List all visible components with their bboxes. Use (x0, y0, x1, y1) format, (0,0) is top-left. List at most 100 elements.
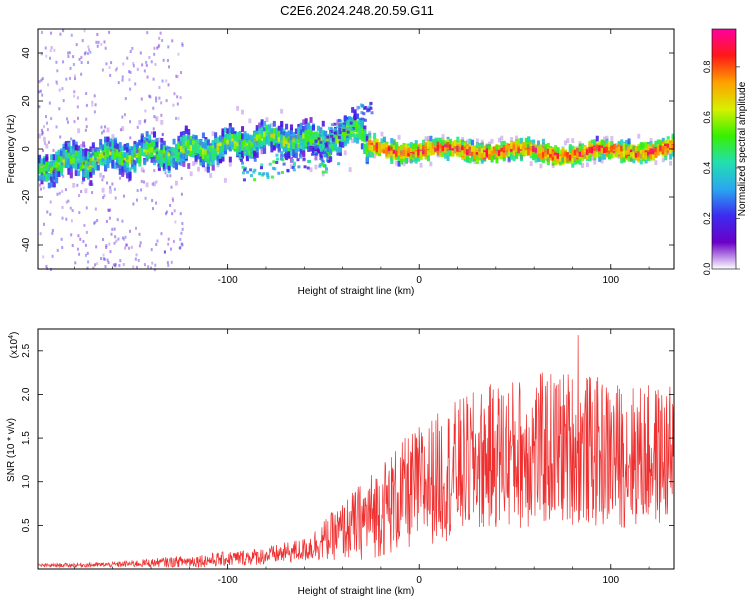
spectrogram-cell (395, 150, 399, 157)
spectrogram-cell (228, 141, 232, 148)
spectrogram-cell (48, 165, 51, 169)
spectrogram-cell (146, 151, 149, 155)
spectrogram-cell (590, 147, 594, 154)
spectrogram-cell (480, 142, 484, 149)
spectrogram-cell (327, 153, 331, 157)
spectrogram-cell (448, 150, 452, 157)
spectrogram-cell (128, 171, 132, 178)
spectrogram-cell (358, 127, 362, 134)
spectrogram-cell (495, 153, 499, 159)
spectrogram-cell (429, 148, 433, 155)
spectrogram-cell (369, 101, 373, 105)
spectrogram-cell (167, 242, 170, 246)
spectrogram-cell (671, 144, 675, 151)
spectrogram-cell (317, 137, 321, 141)
spectrogram-cell (294, 143, 298, 149)
spectrogram-cell (603, 140, 607, 147)
spectrogram-cell (130, 146, 134, 153)
spectrogram-cell (537, 140, 540, 146)
spectrogram-cell (266, 174, 270, 178)
spectrogram-cell (154, 155, 157, 159)
spectrogram-cell (50, 117, 53, 121)
spectrogram-cell (311, 143, 315, 148)
spectrogram-cell (40, 158, 44, 165)
spectrogram-cell (280, 151, 284, 157)
spectrogram-cell (461, 136, 465, 142)
spectrogram-cell (128, 148, 132, 155)
spectrogram-cell (250, 143, 254, 149)
spectrogram-cell (397, 147, 401, 154)
spectrogram-cell (52, 182, 56, 188)
spectrogram-cell (625, 147, 629, 154)
spectrogram-cell (104, 143, 108, 149)
spectrogram-cell (129, 49, 132, 53)
spectrogram-cell (302, 151, 306, 158)
spectrogram-cell (446, 138, 450, 145)
spectrogram-cell (197, 153, 201, 160)
spectrogram-cell (148, 153, 152, 159)
spectrogram-cell (160, 113, 163, 117)
spectrogram-cell (669, 160, 673, 166)
spectrogram-cell (316, 149, 320, 153)
spectrogram-cell (113, 147, 117, 153)
spectrogram-cell (629, 152, 634, 158)
spectrogram-cell (102, 257, 105, 261)
spectrogram-cell (380, 143, 384, 150)
spectrogram-cell (259, 166, 263, 170)
spectrogram-cell (243, 146, 247, 153)
spectrogram-cell (319, 150, 323, 157)
spectrogram-cell (156, 239, 159, 243)
spectrogram-cell (654, 140, 658, 147)
spectrogram-cell (434, 146, 438, 152)
spectrogram-cell (238, 146, 242, 152)
spectrogram-cell (647, 144, 651, 150)
spectrogram-cell (158, 36, 161, 40)
spectrogram-cell (404, 157, 408, 164)
spectrogram-cell (615, 146, 619, 153)
spectrogram-cell (436, 152, 440, 158)
spectrogram-cell (404, 150, 408, 157)
spectrogram-cell (356, 113, 360, 120)
spectrogram-cell (106, 136, 110, 143)
spectrogram-cell (260, 122, 264, 129)
spectrogram-cell (182, 142, 186, 149)
spectrogram-cell (38, 160, 42, 167)
spectrogram-cell (243, 140, 247, 146)
spectrogram-cell (463, 142, 467, 148)
spectrogram-cell (529, 161, 533, 166)
spectrogram-cell (593, 139, 597, 146)
spectrogram-cell (327, 159, 331, 163)
spectrogram-cell (221, 138, 225, 143)
spectrogram-cell (280, 121, 284, 127)
spectrogram-cell (642, 142, 646, 149)
spectrogram-cell (214, 138, 218, 145)
spectrogram-cell (151, 182, 154, 186)
spectrogram-cell (181, 43, 184, 47)
spectrogram-cell (373, 141, 377, 148)
spectrogram-cell (82, 141, 85, 147)
spectrogram-cell (439, 142, 443, 149)
spectrogram-cell (297, 134, 301, 140)
spectrogram-cell (294, 138, 298, 145)
spectrogram-cell (331, 138, 335, 142)
spectrogram-cell (55, 125, 58, 129)
spectrogram-cell (603, 153, 607, 160)
y-tick-label: -20 (21, 189, 32, 204)
spectrogram-cell (656, 148, 660, 155)
spectrogram-cell (144, 118, 147, 122)
spectrogram-cell (656, 141, 660, 148)
spectrogram-cell (321, 162, 325, 166)
spectrogram-cell (100, 125, 103, 129)
spectrogram-cell (110, 232, 113, 236)
spectrogram-cell (38, 157, 42, 164)
spectrogram-cell (307, 160, 311, 164)
spectrogram-cell (150, 140, 154, 147)
spectrogram-cell (353, 121, 357, 128)
spectrogram-cell (253, 137, 257, 143)
spectrogram-cell (199, 159, 203, 166)
spectrogram-cell (576, 157, 580, 163)
spectrogram-cell (55, 167, 59, 173)
spectrogram-cell (55, 177, 59, 184)
